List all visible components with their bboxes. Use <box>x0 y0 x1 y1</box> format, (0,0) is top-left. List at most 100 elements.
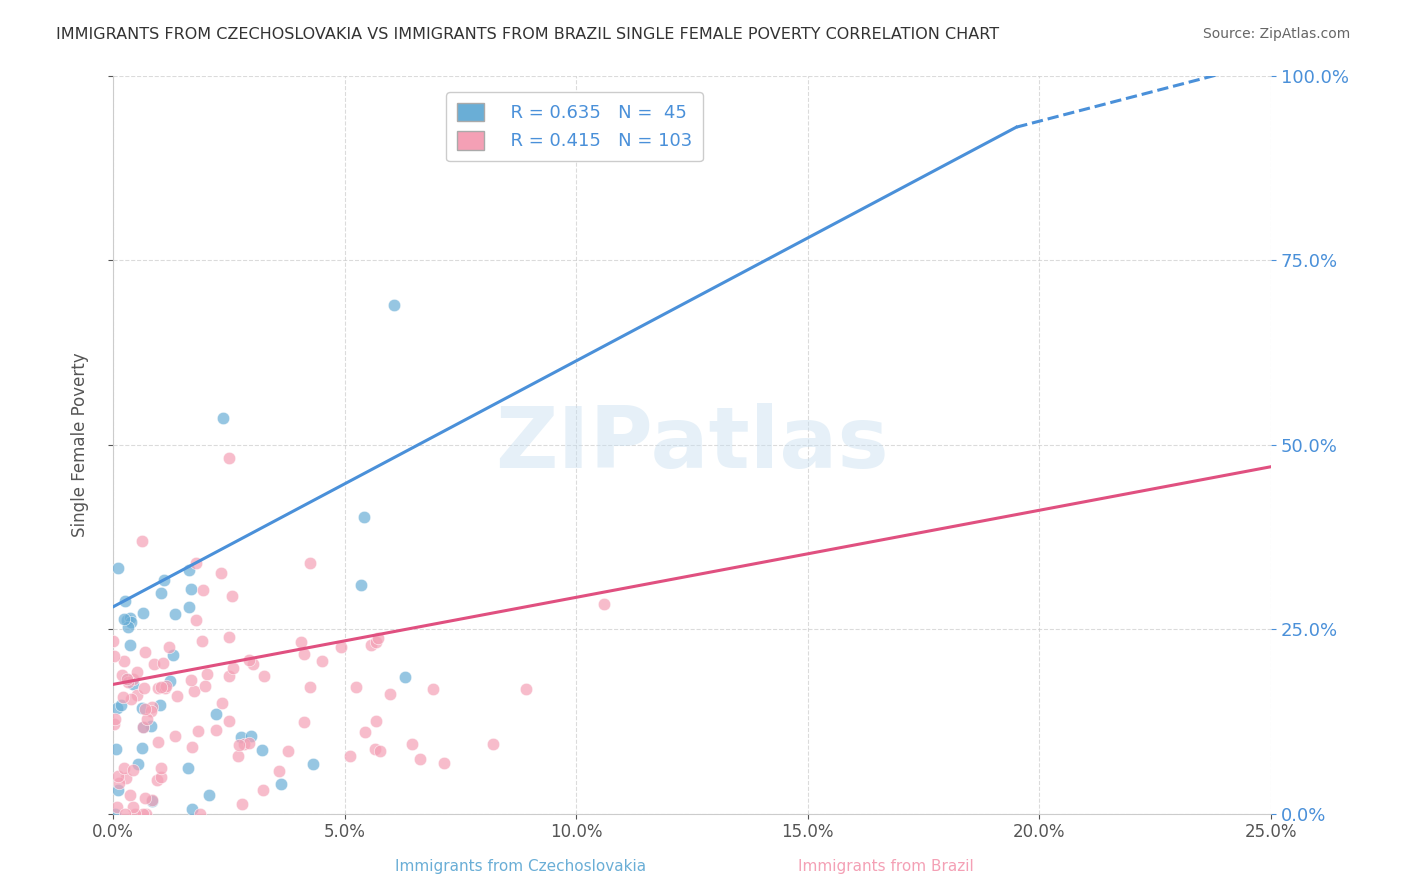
Point <box>433 756 456 771</box>
Point <box>112 690 135 705</box>
Point <box>134 790 156 805</box>
Point <box>143 657 166 671</box>
Text: Immigrants from Brazil: Immigrants from Brazil <box>799 859 973 874</box>
Point <box>409 752 432 766</box>
Point <box>366 714 388 728</box>
Point <box>118 639 141 653</box>
Point <box>267 764 290 778</box>
Point <box>350 578 373 592</box>
Point <box>211 411 233 425</box>
Point <box>166 689 188 703</box>
Point <box>135 806 157 821</box>
Point <box>146 734 169 748</box>
Point <box>367 631 389 645</box>
Point <box>229 730 252 744</box>
Point <box>118 788 141 802</box>
Point <box>368 744 391 758</box>
Point <box>146 681 169 696</box>
Point <box>239 729 262 743</box>
Point <box>132 720 155 734</box>
Point <box>277 744 299 758</box>
Point <box>180 673 202 687</box>
Legend:   R = 0.635   N =  45,   R = 0.415   N = 103: R = 0.635 N = 45, R = 0.415 N = 103 <box>446 92 703 161</box>
Text: Immigrants from Czechoslovakia: Immigrants from Czechoslovakia <box>395 859 645 874</box>
Point <box>180 801 202 815</box>
Point <box>238 736 260 750</box>
Point <box>110 698 132 713</box>
Point <box>298 556 321 570</box>
Point <box>117 620 139 634</box>
Point <box>131 534 153 549</box>
Point <box>209 566 232 581</box>
Point <box>330 640 353 655</box>
Point <box>181 739 204 754</box>
Point <box>205 723 228 738</box>
Point <box>299 680 322 694</box>
Point <box>290 635 312 649</box>
Point <box>117 675 139 690</box>
Point <box>354 724 377 739</box>
Point <box>378 687 401 701</box>
Point <box>292 715 315 730</box>
Point <box>107 561 129 575</box>
Point <box>187 724 209 739</box>
Point <box>131 741 153 756</box>
Point <box>226 748 249 763</box>
Point <box>124 806 146 821</box>
Y-axis label: Single Female Poverty: Single Female Poverty <box>72 352 89 537</box>
Point <box>149 698 172 712</box>
Point <box>159 640 181 654</box>
Point <box>103 806 125 821</box>
Point <box>394 670 416 684</box>
Point <box>593 598 616 612</box>
Point <box>366 635 388 649</box>
Point <box>218 668 240 682</box>
Point <box>152 656 174 670</box>
Point <box>131 701 153 715</box>
Point <box>190 633 212 648</box>
Point <box>105 701 128 715</box>
Point <box>104 742 127 756</box>
Point <box>183 684 205 698</box>
Point <box>107 783 129 797</box>
Point <box>422 681 444 696</box>
Point <box>401 737 423 751</box>
Point <box>176 761 198 775</box>
Point <box>292 647 315 661</box>
Point <box>150 761 173 775</box>
Point <box>125 688 148 702</box>
Point <box>114 806 136 821</box>
Point <box>159 673 181 688</box>
Point <box>184 613 207 627</box>
Text: ZIPatlas: ZIPatlas <box>495 403 889 486</box>
Point <box>118 611 141 625</box>
Point <box>120 692 142 706</box>
Text: Source: ZipAtlas.com: Source: ZipAtlas.com <box>1202 27 1350 41</box>
Point <box>108 776 131 790</box>
Point <box>228 738 250 752</box>
Point <box>344 680 367 694</box>
Point <box>112 761 135 775</box>
Point <box>339 749 361 764</box>
Point <box>364 742 387 756</box>
Point <box>191 583 214 598</box>
Text: IMMIGRANTS FROM CZECHOSLOVAKIA VS IMMIGRANTS FROM BRAZIL SINGLE FEMALE POVERTY C: IMMIGRANTS FROM CZECHOSLOVAKIA VS IMMIGR… <box>56 27 1000 42</box>
Point <box>141 700 163 714</box>
Point <box>107 769 129 783</box>
Point <box>198 788 221 802</box>
Point <box>115 672 138 686</box>
Point <box>150 586 173 600</box>
Point <box>132 606 155 620</box>
Point <box>180 582 202 596</box>
Point <box>103 649 125 664</box>
Point <box>188 806 211 821</box>
Point <box>149 770 172 784</box>
Point <box>184 556 207 570</box>
Point <box>165 730 187 744</box>
Point <box>311 654 333 668</box>
Point <box>112 654 135 668</box>
Point <box>122 673 145 687</box>
Point <box>120 615 142 630</box>
Point <box>242 657 264 671</box>
Point <box>112 612 135 626</box>
